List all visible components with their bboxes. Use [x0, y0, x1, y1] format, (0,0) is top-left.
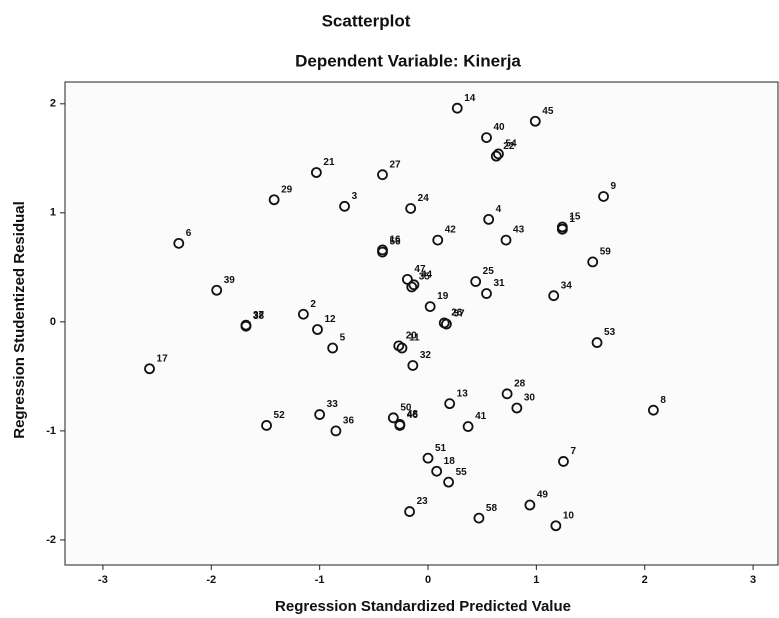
- chart: Scatterplot Dependent Variable: Kinerja …: [0, 0, 779, 618]
- chart-subtitle: Dependent Variable: Kinerja: [295, 51, 521, 70]
- x-tick-label: 0: [425, 574, 431, 586]
- point-label: 32: [420, 350, 432, 361]
- point-label: 4: [496, 204, 502, 215]
- x-tick-label: -2: [206, 574, 216, 586]
- point-label: 13: [457, 388, 469, 399]
- x-axis-title: Regression Standardized Predicted Value: [275, 598, 571, 615]
- point-label: 59: [600, 247, 612, 258]
- point-label: 24: [418, 193, 430, 204]
- point-label: 35: [419, 272, 431, 283]
- point-label: 46: [407, 410, 419, 421]
- point-label: 52: [274, 410, 286, 421]
- point-label: 14: [464, 93, 476, 104]
- point-label: 55: [456, 467, 468, 478]
- y-tick-label: -1: [46, 425, 56, 437]
- point-label: 49: [537, 490, 549, 501]
- point-label: 22: [503, 141, 515, 152]
- y-axis-title: Regression Studentized Residual: [11, 201, 28, 439]
- plot-frame: [65, 82, 778, 565]
- point-label: 43: [513, 225, 525, 236]
- point-label: 26: [451, 308, 463, 319]
- x-tick-label: 1: [533, 574, 539, 586]
- point-label: 18: [444, 456, 456, 467]
- point-label: 25: [483, 266, 495, 277]
- point-label: 1: [569, 214, 575, 225]
- point-label: 7: [570, 446, 576, 457]
- point-label: 36: [343, 416, 355, 427]
- y-tick-label: 2: [50, 98, 56, 110]
- point-label: 30: [524, 393, 536, 404]
- point-label: 8: [660, 395, 666, 406]
- y-tick-label: 1: [50, 207, 56, 219]
- point-label: 53: [604, 327, 616, 338]
- point-label: 51: [435, 443, 447, 454]
- point-label: 2: [310, 299, 316, 310]
- point-label: 28: [514, 378, 526, 389]
- y-tick-label: -2: [46, 534, 56, 546]
- point-label: 58: [486, 503, 498, 514]
- point-label: 40: [494, 122, 506, 133]
- point-label: 33: [327, 399, 339, 410]
- point-label: 9: [611, 181, 617, 192]
- point-label: 29: [281, 184, 293, 195]
- x-tick-label: 2: [642, 574, 648, 586]
- point-label: 42: [445, 225, 457, 236]
- chart-title: Scatterplot: [322, 11, 411, 30]
- point-label: 21: [323, 157, 335, 168]
- point-label: 41: [475, 411, 487, 422]
- point-label: 17: [157, 353, 169, 364]
- point-label: 3: [352, 191, 358, 202]
- point-label: 10: [563, 510, 575, 521]
- point-label: 45: [542, 106, 554, 117]
- x-tick-label: -3: [98, 574, 108, 586]
- point-label: 19: [437, 291, 449, 302]
- point-label: 38: [253, 311, 265, 322]
- point-label: 12: [324, 314, 336, 325]
- point-label: 39: [224, 275, 236, 286]
- x-tick-label: 3: [750, 574, 756, 586]
- point-label: 34: [561, 280, 573, 291]
- point-label: 27: [389, 159, 401, 170]
- point-label: 31: [494, 278, 506, 289]
- point-label: 23: [417, 496, 429, 507]
- point-label: 5: [340, 333, 346, 344]
- y-tick-label: 0: [50, 316, 56, 328]
- x-tick-label: -1: [315, 574, 325, 586]
- point-label: 6: [186, 228, 192, 239]
- point-label: 56: [389, 237, 401, 248]
- point-label: 11: [409, 333, 420, 344]
